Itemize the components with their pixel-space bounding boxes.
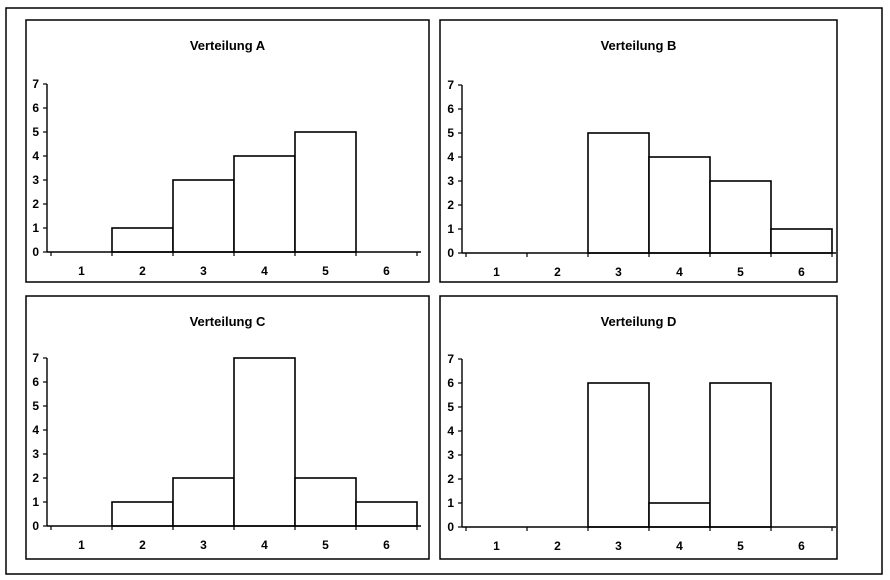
chart-b-ytick-label-1: 1 (447, 222, 454, 236)
chart-d-xtick-label-3: 3 (615, 539, 622, 553)
chart-b-ytick-label-7: 7 (447, 78, 454, 92)
chart-d-bar-4 (648, 502, 711, 528)
chart-d-xtick-label-5: 5 (737, 539, 744, 553)
chart-b-xtick-label-1: 1 (493, 265, 500, 279)
chart-d-bar-3 (587, 382, 650, 528)
chart-d-xtick-label-1: 1 (493, 539, 500, 553)
chart-a-xtick-label-2: 2 (139, 264, 146, 278)
chart-a-xtick-label-6: 6 (383, 264, 390, 278)
chart-d-ytick-label-0: 0 (447, 520, 454, 534)
chart-a-ytick-label-1: 1 (32, 221, 39, 235)
chart-c-ytick-label-4: 4 (32, 423, 39, 437)
chart-d-ytick-label-5: 5 (447, 400, 454, 414)
chart-c-xtick-label-4: 4 (261, 538, 268, 552)
chart-c-bar-6 (355, 501, 418, 527)
outer-frame (5, 7, 883, 575)
chart-b-ytick-label-3: 3 (447, 174, 454, 188)
chart-d-bar-5 (709, 382, 772, 528)
chart-c-xtick-label-3: 3 (200, 538, 207, 552)
chart-b-xtick-label-4: 4 (676, 265, 683, 279)
chart-a-ytick-label-7: 7 (32, 77, 39, 91)
chart-d-ytick-label-2: 2 (447, 472, 454, 486)
chart-c-bar-3 (172, 477, 235, 527)
chart-c-ytick-label-5: 5 (32, 399, 39, 413)
chart-c-xtick-label-2: 2 (139, 538, 146, 552)
chart-b-title: Verteilung B (601, 38, 677, 53)
chart-b-ytick-label-2: 2 (447, 198, 454, 212)
chart-c-ytick-label-2: 2 (32, 471, 39, 485)
chart-a-bar-5 (294, 131, 357, 253)
chart-b-bar-3 (587, 132, 650, 254)
chart-b-bar-6 (770, 228, 833, 254)
chart-c-ytick-label-3: 3 (32, 447, 39, 461)
chart-a-xtick-label-3: 3 (200, 264, 207, 278)
chart-d-title: Verteilung D (601, 314, 677, 329)
chart-a-xtick-label-1: 1 (78, 264, 85, 278)
chart-d-xtick-label-4: 4 (676, 539, 683, 553)
chart-d-xtick-label-6: 6 (798, 539, 805, 553)
chart-c-bar-4 (233, 357, 296, 527)
chart-c-ytick-label-7: 7 (32, 351, 39, 365)
chart-b-bar-4 (648, 156, 711, 254)
chart-c-title: Verteilung C (190, 314, 266, 329)
chart-d-ytick-label-1: 1 (447, 496, 454, 510)
chart-a-ytick-label-5: 5 (32, 125, 39, 139)
chart-b-ytick-label-6: 6 (447, 102, 454, 116)
chart-b-xtick-label-5: 5 (737, 265, 744, 279)
chart-b-xtick-label-6: 6 (798, 265, 805, 279)
chart-b-ytick-label-0: 0 (447, 246, 454, 260)
chart-c-xtick-label-1: 1 (78, 538, 85, 552)
chart-a-ytick-label-0: 0 (32, 245, 39, 259)
chart-d-ytick-label-4: 4 (447, 424, 454, 438)
chart-a-xtick-label-4: 4 (261, 264, 268, 278)
chart-d-ytick-label-7: 7 (447, 352, 454, 366)
chart-b-ytick-label-5: 5 (447, 126, 454, 140)
chart-a-ytick-label-4: 4 (32, 149, 39, 163)
chart-c-ytick-label-0: 0 (32, 519, 39, 533)
chart-c-bar-2 (111, 501, 174, 527)
chart-b-xtick-label-3: 3 (615, 265, 622, 279)
chart-c-xtick-label-5: 5 (322, 538, 329, 552)
chart-c-bar-5 (294, 477, 357, 527)
chart-a-title: Verteilung A (190, 38, 266, 53)
chart-d-ytick-label-6: 6 (447, 376, 454, 390)
chart-a-xtick-label-5: 5 (322, 264, 329, 278)
chart-b-xtick-label-2: 2 (554, 265, 561, 279)
chart-b-ytick-label-4: 4 (447, 150, 454, 164)
chart-a-ytick-label-2: 2 (32, 197, 39, 211)
chart-a-ytick-label-6: 6 (32, 101, 39, 115)
chart-a-bar-2 (111, 227, 174, 253)
chart-b-bar-5 (709, 180, 772, 254)
chart-d-xtick-label-2: 2 (554, 539, 561, 553)
chart-c-xtick-label-6: 6 (383, 538, 390, 552)
chart-a-ytick-label-3: 3 (32, 173, 39, 187)
chart-a-bar-4 (233, 155, 296, 253)
chart-c-ytick-label-6: 6 (32, 375, 39, 389)
chart-d-ytick-label-3: 3 (447, 448, 454, 462)
chart-c-ytick-label-1: 1 (32, 495, 39, 509)
chart-a-bar-3 (172, 179, 235, 253)
